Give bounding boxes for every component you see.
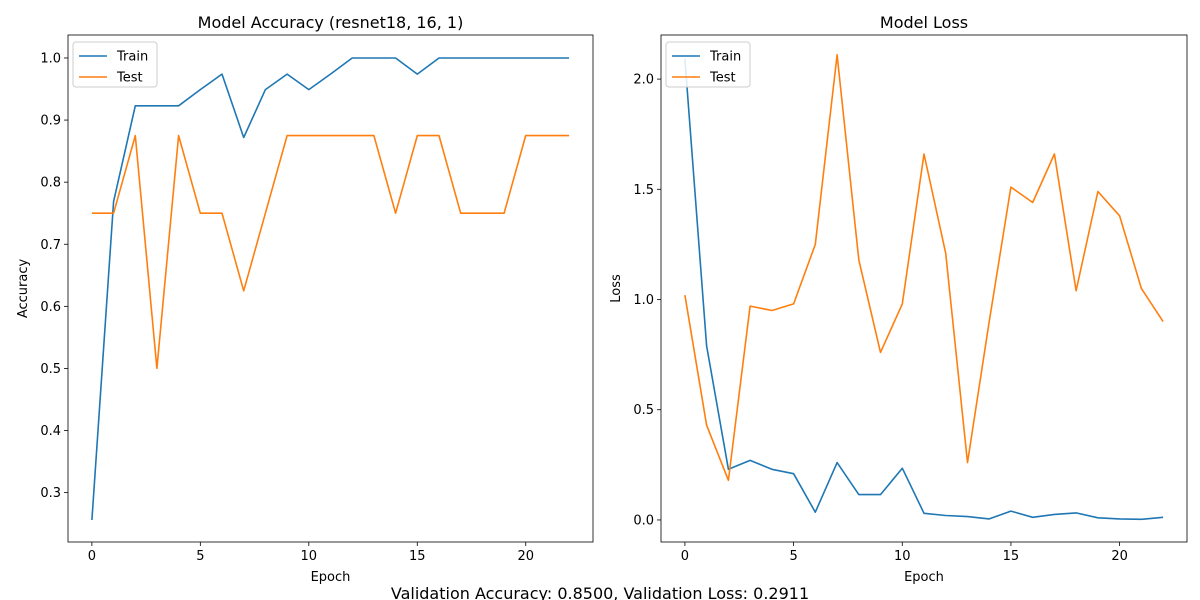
accuracy-y-tick-label: 0.6 <box>40 300 61 315</box>
accuracy-axes-frame <box>67 34 594 543</box>
accuracy-x-axis-label: Epoch <box>311 570 351 585</box>
loss-chart-title: Model Loss <box>880 13 968 32</box>
accuracy-legend-label-train: Train <box>116 50 148 65</box>
accuracy-y-tick-label: 0.7 <box>40 238 61 253</box>
accuracy-x-tick-label: 10 <box>301 549 318 564</box>
accuracy-y-tick-label: 0.9 <box>40 114 61 129</box>
loss-x-axis-label: Epoch <box>904 570 944 585</box>
accuracy-x-tick-label: 5 <box>196 549 204 564</box>
loss-legend-label-train: Train <box>709 50 741 65</box>
accuracy-y-tick-label: 1.0 <box>40 51 61 66</box>
loss-y-tick-label: 0.5 <box>633 403 654 418</box>
accuracy-y-tick-label: 0.8 <box>40 176 61 191</box>
loss-x-tick-label: 5 <box>789 549 797 564</box>
loss-x-tick-label: 20 <box>1111 549 1128 564</box>
accuracy-test-series-line <box>91 134 570 370</box>
loss-x-tick-label: 0 <box>681 549 689 564</box>
accuracy-x-tick-label: 15 <box>409 549 426 564</box>
accuracy-chart: Model Accuracy (resnet18, 16, 1) 0 5 10 15 20… <box>16 13 594 585</box>
accuracy-legend-label-test: Test <box>116 71 143 86</box>
loss-x-tick-label: 15 <box>1003 549 1020 564</box>
loss-test-series-line <box>684 53 1164 482</box>
loss-y-tick-label: 1.0 <box>633 293 654 308</box>
validation-summary: Validation Accuracy: 0.8500, Validation … <box>391 584 809 600</box>
accuracy-y-tick-label: 0.5 <box>40 362 61 377</box>
loss-y-tick-label: 2.0 <box>633 73 654 88</box>
accuracy-x-tick-label: 20 <box>517 549 534 564</box>
accuracy-chart-title: Model Accuracy (resnet18, 16, 1) <box>198 13 464 32</box>
loss-y-tick-label: 1.5 <box>633 183 654 198</box>
loss-legend-label-test: Test <box>709 71 736 86</box>
loss-train-series-line <box>684 59 1164 521</box>
accuracy-x-tick-label: 0 <box>88 549 96 564</box>
accuracy-train-series-line <box>91 57 570 521</box>
loss-axes-frame <box>660 34 1188 543</box>
accuracy-y-tick-label: 0.3 <box>40 486 61 501</box>
accuracy-legend <box>72 41 158 88</box>
loss-y-tick-label: 0.0 <box>633 513 654 528</box>
accuracy-y-tick-label: 0.4 <box>40 424 61 439</box>
loss-y-axis-label: Loss <box>609 274 624 303</box>
loss-x-tick-label: 10 <box>894 549 911 564</box>
loss-legend <box>665 41 751 88</box>
accuracy-y-axis-label: Accuracy <box>16 259 31 319</box>
loss-chart: Model Loss 0 5 10 15 20 0.0 0.5 1.0 1.5 2.0 Epoch Lo… <box>609 13 1188 585</box>
